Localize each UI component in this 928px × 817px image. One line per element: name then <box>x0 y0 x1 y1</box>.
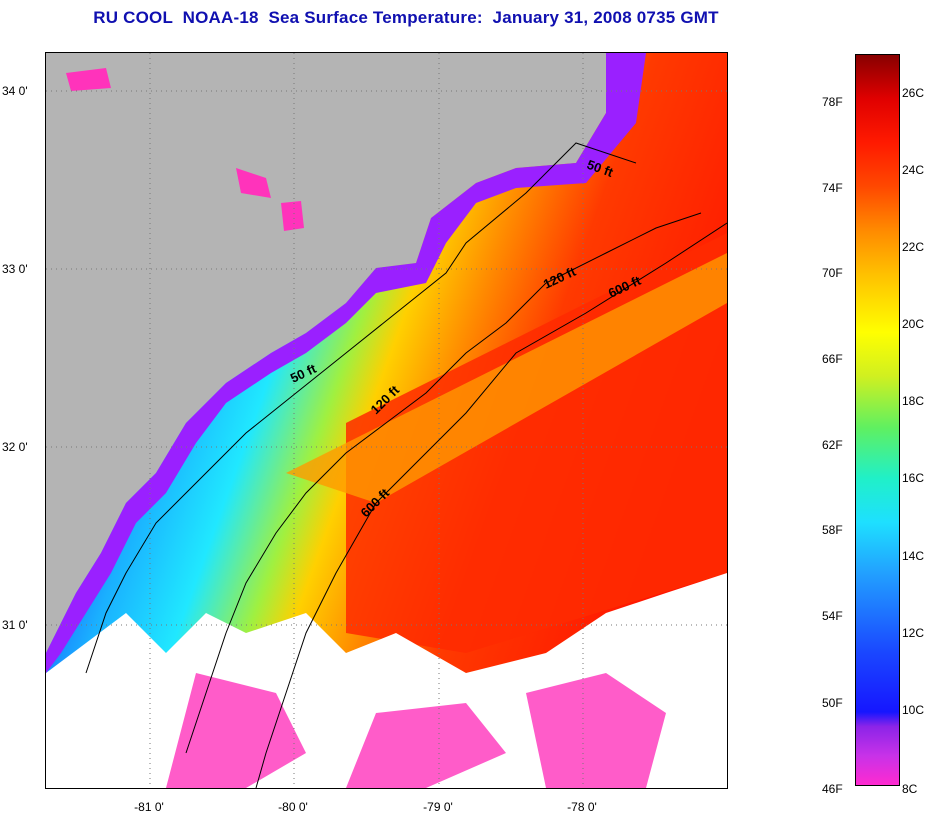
lat-label-32: 32 0' <box>2 440 28 454</box>
colorbar-c-18: 18C <box>902 394 925 408</box>
map-title: RU COOL NOAA-18 Sea Surface Temperature:… <box>93 8 719 27</box>
colorbar-f-78: 78F <box>822 95 843 109</box>
colorbar-c-26: 26C <box>902 86 925 100</box>
lon-label-78: -78 0' <box>567 800 597 814</box>
colorbar-f-46: 46F <box>822 782 843 796</box>
colorbar-f-58: 58F <box>822 523 843 537</box>
contour-120ft <box>185 212 702 754</box>
colorbar-f-70: 70F <box>822 266 843 280</box>
land-mass <box>46 53 606 653</box>
contour-600ft <box>255 222 727 788</box>
colorbar-c-16: 16C <box>902 471 925 485</box>
sst-map-canvas: 50 ft 50 ft 120 ft 120 ft 600 ft 600 ft <box>46 53 727 788</box>
colorbar-c-22: 22C <box>902 240 925 254</box>
colorbar-c-24: 24C <box>902 163 925 177</box>
colorbar-f-50: 50F <box>822 696 843 710</box>
lon-label-79: -79 0' <box>423 800 453 814</box>
colorbar-c-14: 14C <box>902 549 925 563</box>
temperature-colorbar <box>855 54 900 786</box>
colorbar-f-54: 54F <box>822 609 843 623</box>
colorbar-c-12: 12C <box>902 626 925 640</box>
lat-label-31: 31 0' <box>2 618 28 632</box>
cloud-speckles <box>166 673 666 788</box>
colorbar-f-66: 66F <box>822 352 843 366</box>
lat-label-34: 34 0' <box>2 84 28 98</box>
colorbar-f-62: 62F <box>822 438 843 452</box>
contour-50ft <box>85 142 637 674</box>
inland-patch-3 <box>281 201 304 231</box>
lon-label-80: -80 0' <box>278 800 308 814</box>
colorbar-c-10: 10C <box>902 703 925 717</box>
colorbar-f-74: 74F <box>822 181 843 195</box>
sst-map[interactable]: 50 ft 50 ft 120 ft 120 ft 600 ft 600 ft <box>45 52 728 789</box>
lat-label-33: 33 0' <box>2 262 28 276</box>
colorbar-c-8: 8C <box>902 782 918 796</box>
inland-patch-2 <box>236 168 271 198</box>
warm-band <box>286 253 727 503</box>
lon-label-81: -81 0' <box>134 800 164 814</box>
colorbar-c-20: 20C <box>902 317 925 331</box>
graticule <box>46 53 727 788</box>
inland-patch-1 <box>66 68 111 91</box>
